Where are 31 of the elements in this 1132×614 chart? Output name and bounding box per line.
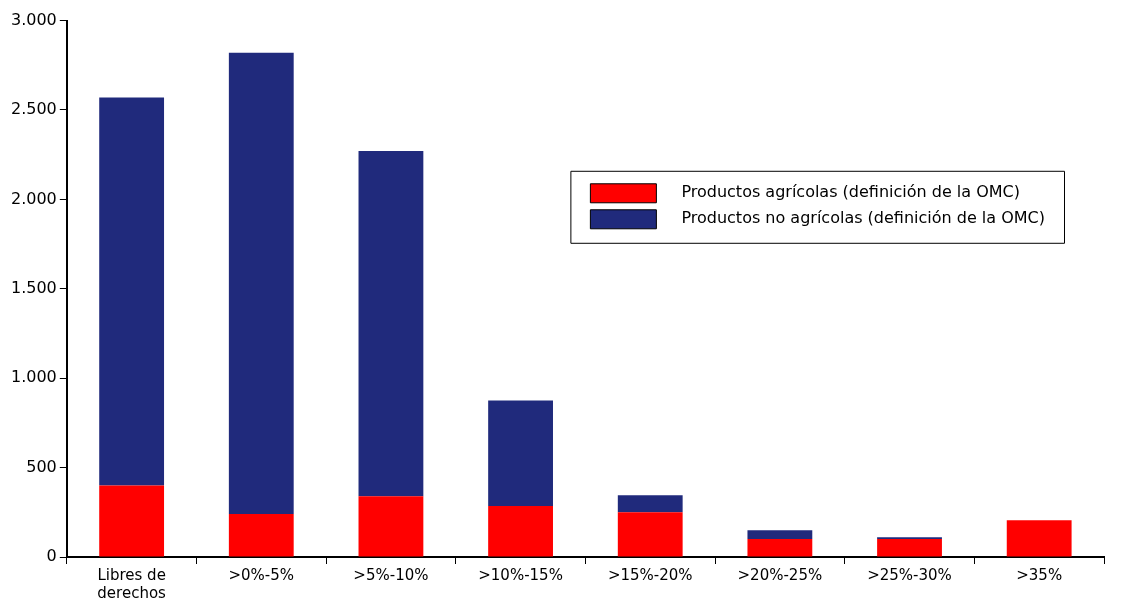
y-tick-label: 1.500 <box>10 277 57 297</box>
legend-label: Productos agrícolas (definición de la OMC) <box>681 181 1020 201</box>
bar <box>1006 520 1072 557</box>
y-tick-label: 1.000 <box>10 367 57 387</box>
x-tick-label: >10%-15% <box>478 565 563 584</box>
x-tick-label: >5%-10% <box>353 565 429 584</box>
x-tick-label: Libres de derechos <box>97 565 167 602</box>
x-tick-label: >35% <box>1016 565 1063 584</box>
bar <box>488 506 553 557</box>
bar <box>228 52 294 515</box>
bar <box>99 97 165 486</box>
bar <box>358 496 424 557</box>
x-tick-label: >25%-30% <box>867 565 952 584</box>
y-tick-label: 500 <box>26 456 57 476</box>
bar <box>488 400 553 507</box>
y-tick-label: 0 <box>46 546 57 566</box>
y-tick-label: 2.000 <box>10 188 57 208</box>
bar <box>617 495 683 513</box>
bar <box>228 514 294 557</box>
bar <box>617 512 683 557</box>
bar <box>358 151 424 497</box>
y-tick-label: 3.000 <box>10 9 57 29</box>
x-tick-label: >15%-20% <box>607 565 693 584</box>
legend-label: Productos no agrícolas (definición de la OMC) <box>681 207 1046 227</box>
bar <box>747 539 813 557</box>
bar <box>747 530 813 540</box>
x-tick-label: >20%-25% <box>737 565 823 584</box>
y-tick-label: 2.500 <box>10 99 57 119</box>
x-tick-label: >0%-5% <box>228 565 295 584</box>
bar <box>877 539 942 557</box>
bar <box>99 485 165 557</box>
